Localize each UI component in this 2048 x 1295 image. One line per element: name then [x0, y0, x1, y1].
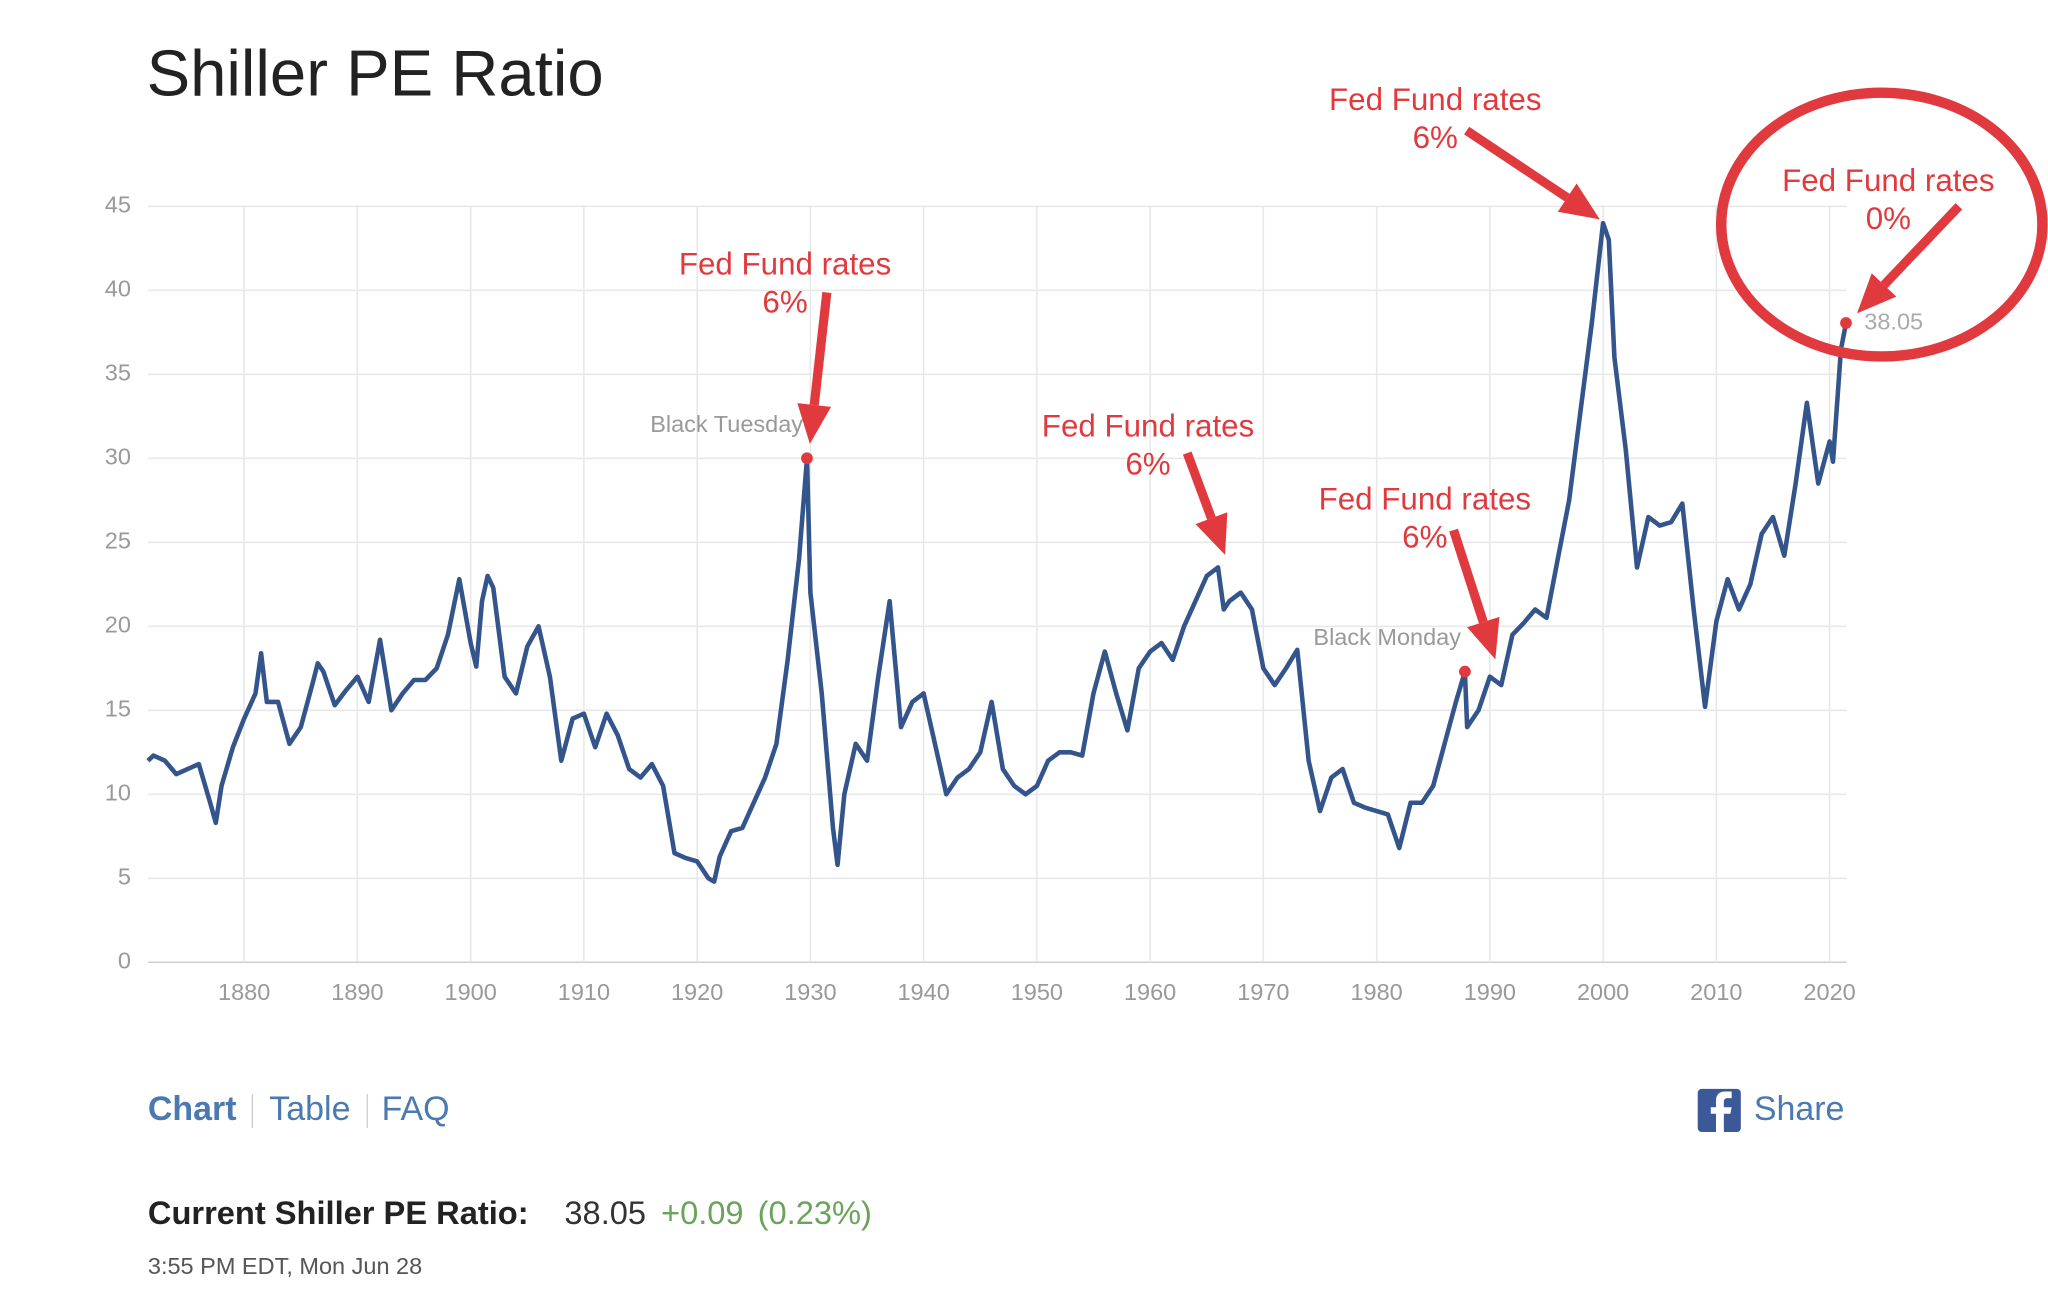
annotation-arrow: [1464, 126, 1570, 202]
annotation-text: Fed Fund rates: [1319, 482, 1531, 517]
chart-title: Shiller PE Ratio: [147, 37, 604, 110]
y-tick-label: 40: [105, 275, 131, 301]
x-tick-label: 1940: [897, 979, 949, 1005]
timestamp: 3:55 PM EDT, Mon Jun 28: [148, 1253, 422, 1279]
x-tick-label: 1980: [1350, 979, 1402, 1005]
current-value: 38.05: [564, 1194, 646, 1231]
annotation-text: Fed Fund rates: [1782, 163, 1994, 198]
annotation-text: Fed Fund rates: [1329, 82, 1541, 117]
arrow-head: [797, 403, 832, 444]
nav-chart[interactable]: Chart: [148, 1090, 237, 1128]
x-tick-label: 2010: [1690, 979, 1742, 1005]
highlight-point: [1459, 665, 1471, 678]
highlight-point: [801, 452, 813, 465]
x-tick-label: 1900: [445, 979, 497, 1005]
annotation-text: 6%: [762, 285, 807, 320]
x-tick-label: 1960: [1124, 979, 1176, 1005]
x-tick-label: 1930: [784, 979, 836, 1005]
annotation-text: 6%: [1402, 520, 1447, 555]
current-change: +0.09: [661, 1194, 744, 1231]
y-tick-label: 5: [118, 863, 131, 889]
highlight-label: Black Tuesday: [650, 411, 803, 437]
annotation-arrow: [1182, 451, 1216, 520]
x-tick-label: 2020: [1803, 979, 1855, 1005]
x-tick-label: 1990: [1464, 979, 1516, 1005]
plot: 0 5 10 15 20 25 30 35 40 45 1880 1890 1900 1910 1920 19…: [105, 191, 1856, 1004]
highlight-circle: [1716, 87, 2048, 362]
y-tick-label: 30: [105, 443, 131, 469]
arrow-head: [1557, 183, 1600, 220]
annotation-arrow: [1449, 528, 1488, 624]
facebook-f: [1710, 1091, 1732, 1133]
x-tick-label: 1950: [1011, 979, 1063, 1005]
nav-faq[interactable]: FAQ: [382, 1090, 450, 1128]
highlight-label: 38.05: [1864, 308, 1923, 334]
y-tick-label: 0: [118, 947, 131, 973]
share-label[interactable]: Share: [1754, 1090, 1845, 1128]
y-tick-label: 25: [105, 527, 131, 553]
y-tick-label: 20: [105, 611, 131, 637]
annotation-text: Fed Fund rates: [679, 247, 891, 282]
annotation-arrow: [809, 291, 832, 406]
y-tick-label: 35: [105, 359, 131, 385]
y-tick-label: 45: [105, 191, 131, 217]
highlight-point: [1840, 317, 1852, 329]
current-change-pct: (0.23%): [758, 1194, 872, 1231]
current-label: Current Shiller PE Ratio:: [148, 1194, 529, 1231]
x-tick-label: 2000: [1577, 979, 1629, 1005]
x-tick-label: 1920: [671, 979, 723, 1005]
x-tick-label: 1880: [218, 979, 270, 1005]
x-tick-label: 1890: [331, 979, 383, 1005]
annotation-text: 6%: [1125, 446, 1170, 481]
nav-table[interactable]: Table: [269, 1090, 350, 1128]
series-line: [146, 220, 1849, 884]
y-tick-label: 10: [105, 779, 131, 805]
x-tick-label: 1970: [1237, 979, 1289, 1005]
annotation-text: 6%: [1413, 120, 1458, 155]
annotation-text: Fed Fund rates: [1042, 409, 1254, 444]
y-tick-label: 15: [105, 695, 131, 721]
highlight-label: Black Monday: [1313, 624, 1461, 650]
arrow-head: [1857, 273, 1897, 314]
arrow-head: [1195, 512, 1228, 555]
arrow-head: [1467, 616, 1500, 660]
share-button[interactable]: Share: [1697, 1088, 1845, 1133]
annotation-arrow: [1880, 203, 1963, 289]
x-tick-label: 1910: [558, 979, 610, 1005]
annotation-text: 0%: [1866, 201, 1911, 236]
